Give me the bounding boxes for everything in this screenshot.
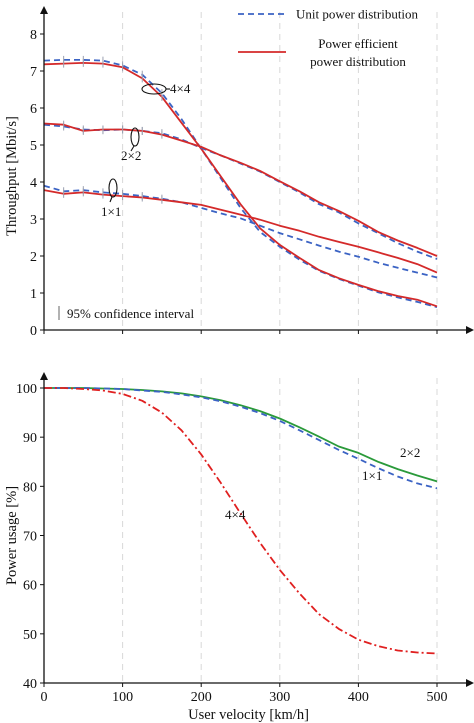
group-2x2-label: 2×2: [121, 148, 141, 163]
throughput-panel: 0 1 2 3 4 5 6 7 8 Throughput [Mbit/s]: [4, 6, 474, 339]
x-tick-label-200: 200: [191, 690, 212, 705]
y-tick-label-70: 70: [23, 530, 37, 545]
y-axis-label: Power usage [%]: [4, 486, 20, 585]
power-usage-panel: 40 50 60 70 80 90 100 0 100 200 300 400 500 Power usa…: [4, 372, 474, 723]
y-tick-label-4: 4: [30, 176, 37, 191]
y-tick-label-7: 7: [30, 65, 37, 80]
series-label-4x4: 4×4: [225, 507, 246, 522]
series-annotations: 2×2 1×1 4×4: [225, 445, 420, 522]
group-1x1-label: 1×1: [101, 204, 121, 219]
legend-power-efficient-label-line1: Power efficient: [318, 36, 398, 51]
legend-unit-power-label: Unit power distribution: [296, 7, 419, 22]
x-axis-label: User velocity [km/h]: [188, 707, 309, 723]
y-tick-label-2: 2: [30, 250, 37, 265]
series-line-1x1-solid: [43, 189, 438, 274]
x-tick-label-100: 100: [112, 690, 133, 705]
confidence-note-label: 95% confidence interval: [67, 306, 194, 321]
group-1x1-ellipse: [108, 178, 118, 198]
x-tick-label-0: 0: [41, 690, 48, 705]
x-tick-label-400: 400: [348, 690, 369, 705]
x-axis-arrow: [466, 326, 474, 334]
y-tick-label-40: 40: [23, 677, 37, 692]
y-tick-label-80: 80: [23, 480, 37, 495]
group-4x4-label: 4×4: [170, 81, 191, 96]
confidence-note: 95% confidence interval: [58, 306, 194, 321]
y-tick-label-1: 1: [30, 287, 37, 302]
group-2x2-ellipse: [130, 127, 140, 147]
legend-power-efficient-label-line2: power distribution: [310, 54, 406, 69]
y-tick-label-60: 60: [23, 579, 37, 594]
x-tick-label-300: 300: [269, 690, 290, 705]
y-axis-arrow: [40, 372, 48, 380]
y-tick-label-100: 100: [16, 382, 37, 397]
y-axis-arrow: [40, 6, 48, 14]
group-annotations: 4×4 2×2 1×1: [101, 81, 191, 219]
y-tick-label-5: 5: [30, 139, 37, 154]
legend: Unit power distribution Power efficient …: [238, 7, 419, 69]
y-tick-label-90: 90: [23, 431, 37, 446]
series-label-2x2: 2×2: [400, 445, 420, 460]
series-line-4x4-dashdot: [44, 387, 438, 655]
series-line-1x1-dashed: [43, 184, 438, 279]
y-tick-label-50: 50: [23, 628, 37, 643]
y-tick-label-0: 0: [30, 324, 37, 339]
y-tick-label-6: 6: [30, 102, 37, 117]
x-axis-arrow: [466, 679, 474, 687]
y-tick-label-8: 8: [30, 28, 37, 43]
series-line-4x4-dashed: [43, 59, 438, 308]
series-line-1x1-dashed: [44, 387, 438, 490]
series-line-2x2-solid: [43, 122, 438, 257]
series-line-4x4-solid: [43, 62, 438, 308]
series-label-1x1: 1×1: [362, 468, 382, 483]
x-tick-label-500: 500: [427, 690, 448, 705]
y-axis-label: Throughput [Mbit/s]: [4, 116, 20, 236]
y-tick-label-3: 3: [30, 213, 37, 228]
